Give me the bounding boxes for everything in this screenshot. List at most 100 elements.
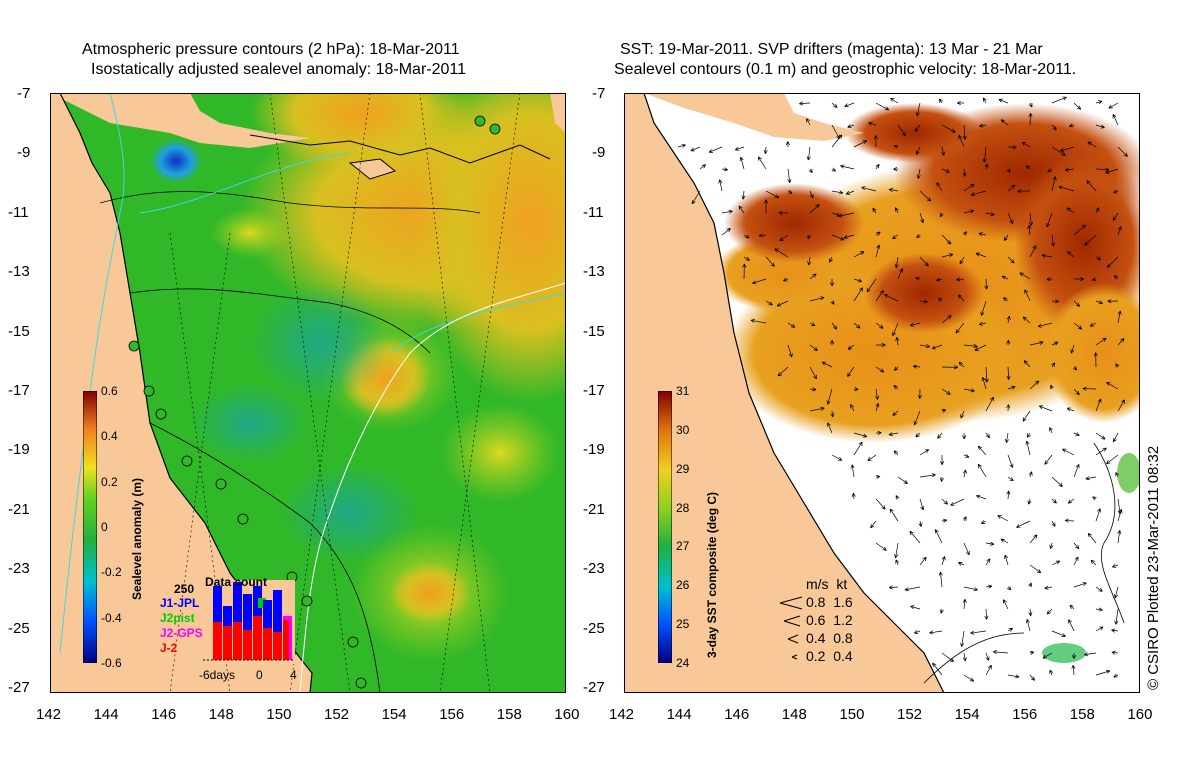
- y-tick-label: -19: [8, 441, 30, 459]
- velocity-arrow: [893, 366, 899, 371]
- velocity-arrow: [1064, 167, 1075, 172]
- velocity-arrow: [910, 605, 921, 610]
- right-title-line1: SST: 19-Mar-2011. SVP drifters (magenta)…: [620, 41, 1043, 58]
- velocity-arrow: [1026, 432, 1031, 438]
- velocity-arrow: [1029, 650, 1035, 655]
- x-tick-label: 156: [1012, 706, 1038, 723]
- velocity-arrow: [830, 278, 835, 287]
- velocity-legend-header: m/s kt: [806, 576, 848, 592]
- velocity-arrow: [931, 344, 943, 350]
- sst-colorbar-tick: 25: [676, 617, 690, 632]
- velocity-arrow: [893, 167, 899, 172]
- x-tick-label: 158: [496, 706, 522, 723]
- velocity-arrow: [1073, 224, 1086, 236]
- velocity-legend-row: 0.2 0.4: [806, 648, 853, 664]
- velocity-legend-row: 0.8 1.6: [806, 594, 853, 610]
- velocity-arrow: [1028, 113, 1033, 126]
- velocity-arrow: [1019, 272, 1031, 280]
- velocity-arrow: [806, 146, 811, 161]
- velocity-arrow: [1028, 608, 1033, 617]
- velocity-arrow: [741, 190, 746, 200]
- x-tick-label: 152: [324, 706, 350, 723]
- velocity-arrow: [808, 168, 813, 174]
- x-tick-label: 156: [439, 706, 465, 723]
- left-title-line1: Atmospheric pressure contours (2 hPa): 1…: [82, 41, 460, 58]
- velocity-arrow: [1006, 490, 1011, 500]
- velocity-arrow: [1073, 276, 1084, 282]
- velocity-arrow: [916, 234, 921, 239]
- velocity-arrow: [752, 278, 767, 285]
- velocity-arrow: [985, 541, 995, 546]
- velocity-arrow: [958, 134, 965, 148]
- velocity-arrow: [962, 652, 967, 662]
- velocity-arrow: [875, 430, 882, 435]
- velocity-arrow: [919, 212, 925, 224]
- sst-colorbar-tick: 31: [676, 384, 690, 398]
- legend-j2-gps: J2-GPS: [160, 626, 203, 640]
- velocity-arrow: [809, 204, 820, 214]
- velocity-arrow: [1108, 102, 1119, 109]
- velocity-arrow: [867, 454, 877, 462]
- velocity-arrow: [985, 652, 990, 661]
- velocity-arrow: [1062, 448, 1075, 456]
- velocity-arrow: [1006, 404, 1011, 412]
- velocity-arrow: [1028, 582, 1033, 588]
- velocity-arrow: [838, 212, 855, 218]
- velocity-arrow: [809, 296, 825, 302]
- velocity-arrow: [1029, 564, 1042, 574]
- x-tick-label: 150: [266, 706, 292, 723]
- velocity-arrow: [1117, 399, 1125, 412]
- velocity-arrow: [1051, 146, 1066, 156]
- velocity-arrow: [1000, 119, 1009, 126]
- velocity-arrow: [1095, 607, 1103, 612]
- velocity-arrow: [831, 102, 838, 108]
- velocity-arrow: [872, 207, 877, 214]
- velocity-arrow: [941, 365, 958, 370]
- sst-colorbar-tick: 27: [676, 539, 690, 554]
- velocity-arrow: [970, 190, 987, 197]
- velocity-arrow: [914, 124, 921, 132]
- velocity-arrow: [963, 586, 978, 592]
- velocity-arrow: [919, 256, 929, 267]
- velocity-arrow: [1024, 289, 1031, 302]
- velocity-arrow: [941, 124, 956, 133]
- velocity-arrow: [1051, 96, 1067, 104]
- velocity-arrow: [958, 562, 965, 566]
- velocity-arrow: [1028, 102, 1033, 108]
- velocity-arrow: [941, 388, 951, 395]
- velocity-arrow: [984, 608, 989, 620]
- velocity-arrow: [963, 183, 975, 192]
- velocity-arrow: [809, 387, 817, 392]
- velocity-arrow: [985, 664, 992, 676]
- velocity-arrow: [894, 542, 899, 559]
- velocity-arrow: [1067, 498, 1075, 504]
- velocity-arrow: [1023, 360, 1031, 368]
- velocity-arrow: [851, 492, 856, 500]
- y-tick-label: -17: [583, 382, 605, 399]
- velocity-arrow: [742, 263, 747, 280]
- velocity-arrow: [962, 516, 967, 522]
- velocity-arrow: [1095, 586, 1103, 592]
- velocity-arrow: [939, 608, 944, 614]
- velocity-arrow: [962, 469, 967, 478]
- inset-max-label: 250: [174, 582, 195, 596]
- velocity-arrow: [1049, 384, 1054, 390]
- velocity-arrow: [895, 337, 900, 346]
- y-tick-label: -21: [8, 500, 30, 518]
- data-count-inset: [203, 580, 295, 664]
- velocity-arrow: [957, 101, 965, 106]
- velocity-arrow: [932, 662, 943, 676]
- velocity-arrow: [1051, 476, 1063, 487]
- velocity-arrow: [1112, 114, 1119, 126]
- velocity-arrow: [1073, 300, 1081, 307]
- velocity-arrow: [1064, 518, 1075, 523]
- velocity-arrow: [918, 520, 923, 527]
- velocity-arrow: [979, 123, 987, 128]
- sealevel-colorbar-tick: 0.4: [101, 429, 118, 444]
- y-tick-label: -21: [583, 500, 605, 518]
- inset-x-label-zero: 0: [256, 668, 263, 682]
- velocity-arrow: [853, 251, 865, 258]
- velocity-arrow: [1001, 275, 1009, 280]
- velocity-arrow: [888, 188, 899, 193]
- velocity-arrow: [875, 342, 886, 348]
